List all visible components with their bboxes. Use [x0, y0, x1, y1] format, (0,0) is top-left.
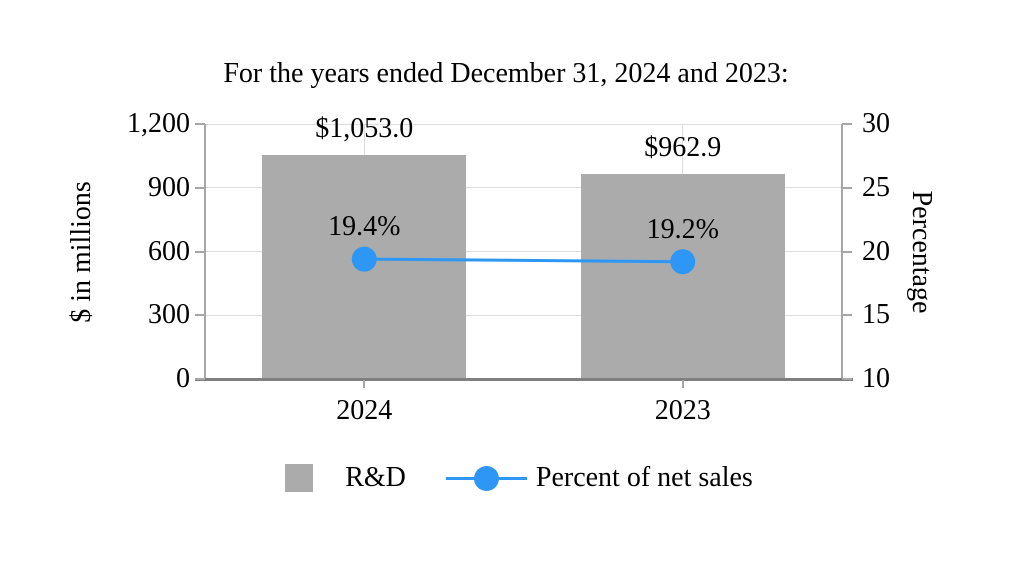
data-point-marker [670, 249, 696, 275]
y-axis-tick-label-right: 20 [862, 235, 890, 267]
y-axis-tick-right [842, 123, 852, 125]
y-axis-tick-label-left: 600 [148, 235, 190, 267]
chart-legend: R&D Percent of net sales [13, 461, 1012, 495]
y-axis-tick-left [195, 314, 205, 317]
gridline-h [205, 123, 842, 125]
y-axis-tick-left [195, 186, 205, 189]
y-axis-tick-label-left: 0 [176, 363, 190, 394]
gridline-h [205, 187, 842, 189]
y-axis-tick-right [842, 250, 852, 253]
y-axis-tick-label-right: 15 [862, 299, 890, 331]
x-axis-tick [681, 380, 684, 388]
y-axis-tick-left [195, 250, 205, 253]
legend-item-percent: Percent of net sales [445, 462, 753, 494]
x-axis-tick-label: 2023 [654, 395, 711, 426]
right-axis-line [840, 124, 843, 380]
gridline-h [205, 314, 842, 316]
y-axis-tick-left [195, 123, 205, 125]
y-axis-tick-right [842, 314, 852, 317]
legend-label-percent: Percent of net sales [535, 462, 753, 493]
legend-label-rd: R&D [345, 462, 406, 493]
x-axis-tick [363, 380, 366, 388]
y-axis-tick-right [842, 378, 852, 380]
gridline-h [205, 251, 842, 252]
x-axis-tick-label: 2024 [336, 395, 393, 426]
bar-value-label: $962.9 [644, 132, 722, 164]
y-axis-tick-label-right: 30 [862, 108, 890, 139]
y-axis-tick-label-right: 25 [862, 171, 890, 203]
chart-title: For the years ended December 31, 2024 an… [223, 58, 789, 89]
bar-value-label: $1,053.0 [315, 113, 414, 145]
bar [580, 174, 785, 378]
percent-line-swatch [445, 465, 527, 491]
point-value-label: 19.2% [646, 213, 719, 245]
y-axis-tick-label-left: 1,200 [127, 108, 190, 139]
rd-bar-swatch [285, 464, 314, 492]
percent-line-series [351, 246, 696, 275]
y-axis-tick-label-left: 900 [148, 171, 190, 203]
bottom-axis-line [195, 377, 853, 381]
y-axis-tick-label-right: 10 [862, 363, 890, 394]
point-value-label: 19.4% [328, 211, 401, 243]
data-point-marker [351, 246, 377, 272]
y-axis-tick-right [842, 186, 852, 189]
y-axis-tick-left [195, 378, 205, 380]
percent-dot-icon [473, 465, 499, 491]
y-axis-tick-label-left: 300 [148, 299, 190, 331]
legend-item-rd: R&D [285, 462, 406, 494]
percent-line [364, 257, 683, 264]
